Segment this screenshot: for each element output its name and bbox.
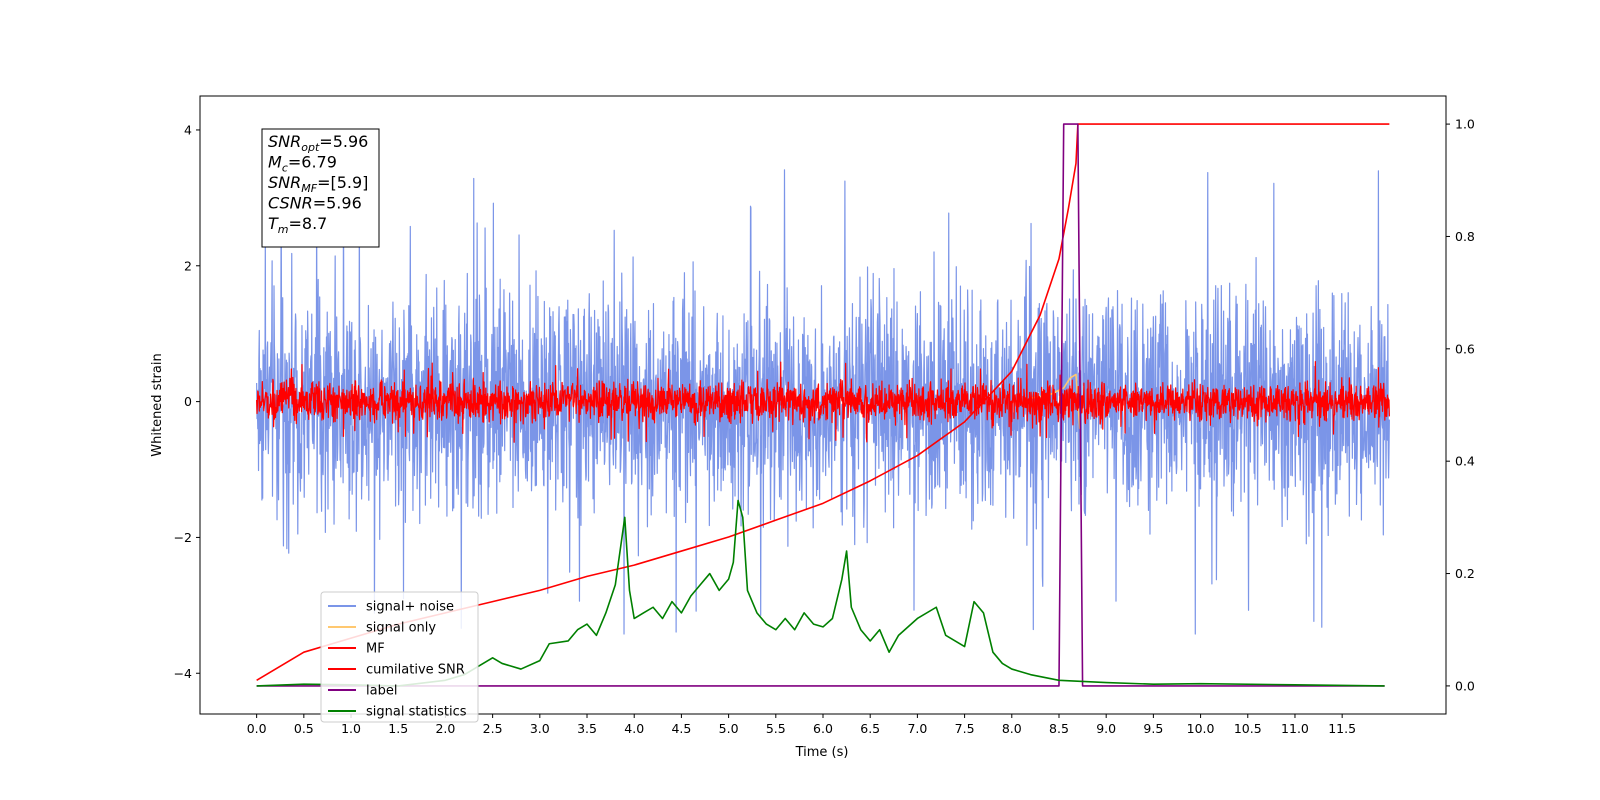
series-line-signal-statistics [256,499,1385,687]
x-tick-label: 10.5 [1234,721,1262,736]
x-tick-label: 6.5 [860,721,880,736]
y-tick-label-left: 2 [184,258,192,273]
info-line: SNRopt=5.96 [268,132,368,154]
x-tick-label: 8.0 [1002,721,1022,736]
y-tick-label-left: −4 [174,666,192,681]
legend-label: label [366,684,397,699]
x-tick-label: 1.0 [341,721,361,736]
x-tick-label: 2.0 [435,721,455,736]
y-axis-label: Whitened strain [150,353,165,456]
x-tick-label: 4.0 [624,721,644,736]
x-tick-label: 3.5 [577,721,597,736]
x-axis: 0.0 0.5 1.0 1.5 2.0 2.5 3.0 3.5 4.0 4.5 5.0 5.5 6.0 6… [247,714,1356,736]
series-line-label [256,123,1385,687]
legend-label: signal only [366,621,436,636]
x-tick-label: 11.5 [1328,721,1356,736]
x-tick-label: 5.5 [766,721,786,736]
info-line: Mc=6.79 [268,153,337,175]
x-tick-label: 5.0 [719,721,739,736]
y-tick-label-left: −2 [174,530,192,545]
y-tick-label-left: 4 [184,122,192,137]
y-tick-label-right: 0.8 [1455,229,1475,244]
y-tick-label-left: 0 [184,394,192,409]
x-tick-label: 9.0 [1096,721,1116,736]
y-axis-right: 1.0 0.8 0.6 0.4 0.2 0.0 [1446,117,1475,693]
y-tick-label-right: 0.4 [1455,454,1475,469]
x-tick-label: 0.0 [247,721,267,736]
y-tick-label-right: 0.6 [1455,341,1475,356]
x-tick-label: 3.0 [530,721,550,736]
legend-frame [320,591,479,723]
legend-label: signal statistics [366,705,467,720]
info-line: Tm=8.7 [268,214,327,236]
x-tick-label: 8.5 [1049,721,1069,736]
legend-label: MF [366,642,385,657]
x-tick-label: 9.5 [1143,721,1163,736]
x-tick-label: 10.0 [1187,721,1215,736]
x-axis-label: Time (s) [795,745,849,760]
x-tick-label: 6.0 [813,721,833,736]
info-box-frame [261,128,380,248]
series-line-mf [256,361,1390,443]
y-tick-label-right: 0.2 [1455,566,1475,581]
info-line: CSNR=5.96 [268,194,362,213]
series-line-signal-noise [256,165,1390,635]
info-box: SNRopt=5.96Mc=6.79SNRMF=[5.9]CSNR=5.96Tm… [261,128,380,248]
x-tick-label: 4.5 [671,721,691,736]
x-tick-label: 0.5 [294,721,314,736]
y-tick-label-right: 0.0 [1455,678,1475,693]
legend-label: signal+ noise [366,600,454,615]
legend-label: cumilative SNR [366,663,465,678]
info-line: SNRMF=[5.9] [268,173,368,195]
y-axis-left: 4 2 0 −2 −4 [174,122,200,681]
x-tick-label: 7.5 [955,721,975,736]
x-tick-label: 2.5 [483,721,503,736]
y-tick-label-right: 1.0 [1455,117,1475,132]
x-tick-label: 1.5 [388,721,408,736]
x-tick-label: 11.0 [1281,721,1309,736]
legend: signal+ noise signal only MF cumilative SNR… [320,591,479,723]
x-tick-label: 7.0 [907,721,927,736]
